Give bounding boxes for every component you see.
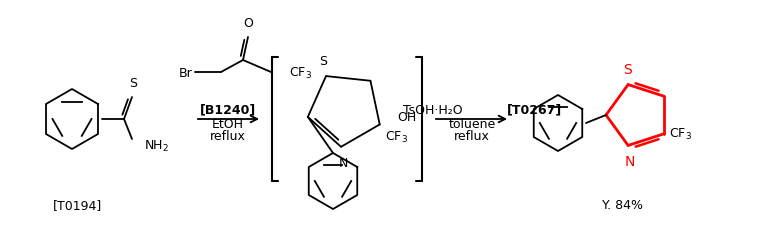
Text: reflux: reflux bbox=[454, 129, 490, 142]
Text: S: S bbox=[319, 55, 327, 68]
Text: toluene: toluene bbox=[448, 117, 495, 130]
Text: reflux: reflux bbox=[210, 129, 246, 142]
Text: S: S bbox=[622, 62, 632, 76]
Text: N: N bbox=[339, 156, 348, 169]
Text: EtOH: EtOH bbox=[212, 117, 244, 130]
Text: N: N bbox=[625, 155, 635, 169]
Text: NH$_2$: NH$_2$ bbox=[144, 138, 169, 153]
Text: TsOH·H₂O: TsOH·H₂O bbox=[403, 103, 467, 116]
Text: [B1240]: [B1240] bbox=[200, 103, 256, 116]
Text: [T0267]: [T0267] bbox=[507, 103, 562, 116]
Text: S: S bbox=[129, 77, 137, 90]
Text: Br: Br bbox=[180, 66, 193, 79]
Text: CF$_3$: CF$_3$ bbox=[385, 129, 408, 144]
Text: OH: OH bbox=[398, 111, 417, 123]
Text: CF$_3$: CF$_3$ bbox=[289, 65, 312, 80]
Text: CF$_3$: CF$_3$ bbox=[669, 127, 692, 142]
Text: [T0194]: [T0194] bbox=[53, 199, 102, 212]
Text: O: O bbox=[243, 17, 253, 30]
Text: Y. 84%: Y. 84% bbox=[603, 199, 644, 212]
